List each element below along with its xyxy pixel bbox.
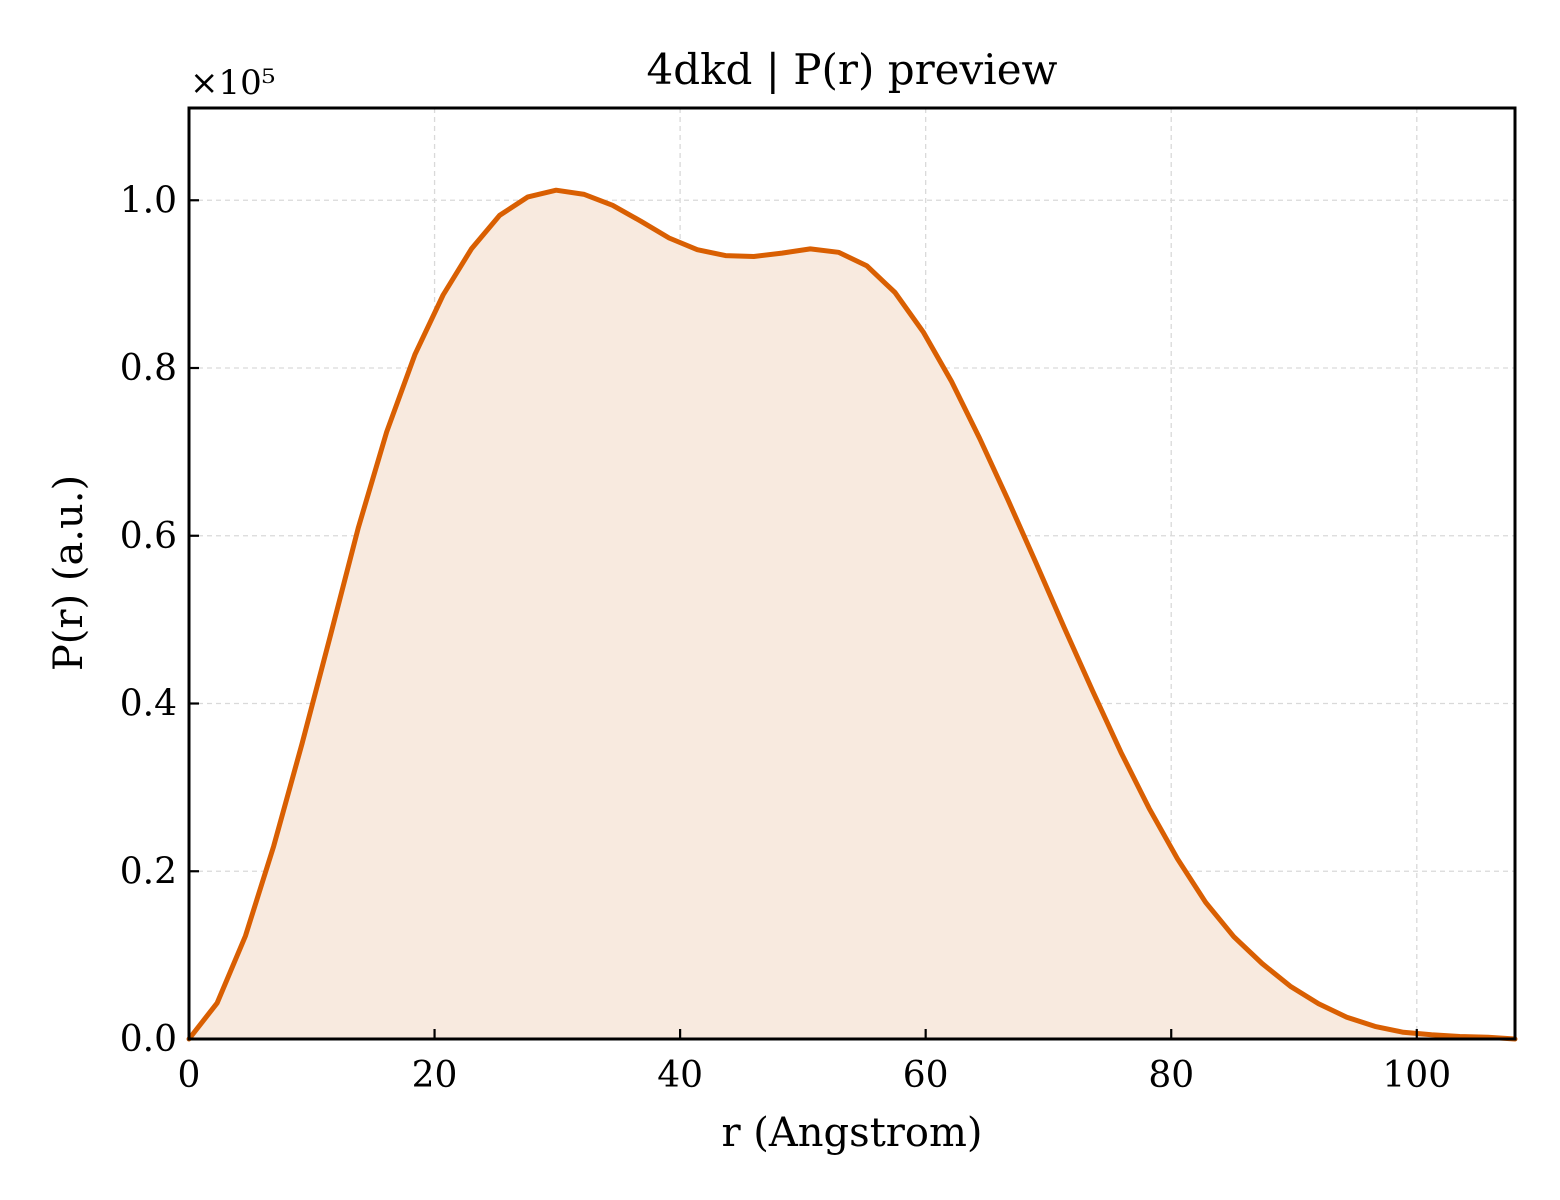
axis-ticks: 0 20 40 60 80 100 0.0 0.2 0.4 0.6 0.8 1.0 xyxy=(120,180,1451,1096)
y-tick-label: 0.4 xyxy=(120,684,177,725)
plot-frame xyxy=(187,106,1517,1041)
x-axis-label: r (Angstrom) xyxy=(721,1110,982,1156)
y-tick-label: 0.0 xyxy=(120,1019,177,1060)
x-tick-label: 60 xyxy=(903,1055,949,1096)
x-tick-label: 20 xyxy=(412,1055,458,1096)
x-tick-label: 100 xyxy=(1382,1055,1451,1096)
y-tick-label: 0.6 xyxy=(120,516,177,557)
y-tick-label: 1.0 xyxy=(120,180,177,221)
pr-area-fill xyxy=(189,190,1515,1039)
chart-title: 4dkd | P(r) preview xyxy=(646,45,1057,94)
y-tick-label: 0.2 xyxy=(120,851,177,892)
y-offset-label: ×10⁵ xyxy=(190,63,275,103)
y-tick-label: 0.8 xyxy=(120,348,177,389)
x-tick-label: 40 xyxy=(657,1055,703,1096)
y-axis-label: P(r) (a.u.) xyxy=(46,475,92,671)
x-tick-label: 80 xyxy=(1148,1055,1194,1096)
pr-curve-line xyxy=(186,187,1518,1042)
x-tick-label: 0 xyxy=(178,1055,201,1096)
